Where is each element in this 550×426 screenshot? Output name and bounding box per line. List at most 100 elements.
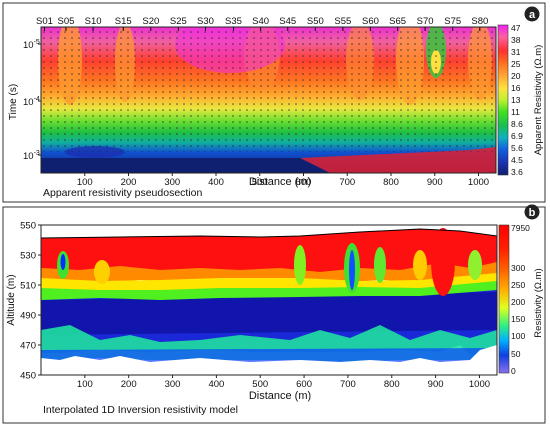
station-label: S05	[57, 16, 74, 27]
x-tick-label-b: 1000	[469, 379, 490, 390]
station-label: S30	[197, 16, 214, 27]
panel-letter-b: b	[529, 207, 536, 219]
colorbar-ticks-a: 47 38 31 25 20 16 13 11 8.6 6.9 5.6 4.5 3.6	[511, 23, 523, 177]
x-tick-label-b: 600	[296, 379, 312, 390]
dark-basement	[41, 158, 330, 173]
x-tick-label-a: 500	[252, 177, 268, 188]
x-tick-label-b: 300	[165, 379, 181, 390]
x-tick-label-b: 200	[121, 379, 137, 390]
x-tick-label-a: 1000	[468, 177, 489, 188]
y-tick-label-b: 510	[20, 281, 36, 292]
x-ticks-a: 100 200 300 400 500 600 700 800 900 1000	[77, 173, 489, 188]
x-tick-label-a: 600	[296, 177, 312, 188]
station-label: S70	[417, 16, 434, 27]
colorbar-tick-b: 200	[511, 297, 525, 307]
x-axis-label-a: Distance (m)	[249, 176, 311, 188]
green-intrusion	[374, 247, 386, 283]
x-tick-label-b: 800	[384, 379, 400, 390]
plot-frame-a	[40, 26, 497, 174]
colorbar-tick-a: 13	[511, 95, 521, 105]
y-tick-label-a: 10-5	[23, 39, 40, 51]
station-label: S50	[307, 16, 324, 27]
sampling-dots	[41, 27, 496, 152]
y-tick-label-b: 470	[20, 341, 36, 352]
station-labels: S01 S05 S10 S15 S20 S25 S30 S35 S40 S45 S50 S55 S60 S…	[36, 16, 488, 27]
x-tick-label-a: 700	[339, 177, 355, 188]
red-intrusion	[431, 228, 455, 296]
yellow-band	[41, 273, 497, 292]
y-axis-label-b: Altitude (m)	[6, 274, 17, 325]
plot-area-a	[41, 27, 496, 173]
panel-caption-b: Interpolated 1D Inversion resistivity mo…	[43, 404, 238, 416]
y-tick-label-b: 490	[20, 311, 36, 322]
x-tick-label-b: 500	[252, 379, 268, 390]
station-label: S80	[471, 16, 488, 27]
y-ticks-b: 450 470 490 510 530 550	[20, 221, 41, 382]
station-label: S55	[334, 16, 351, 27]
station-label: S15	[115, 16, 132, 27]
green-intrusion	[413, 250, 427, 280]
x-tick-label-b: 900	[428, 379, 444, 390]
green-band	[41, 281, 497, 300]
y-tick-label-b: 450	[20, 371, 36, 382]
colorbar-tick-a: 6.9	[511, 131, 523, 141]
green-intrusion	[468, 250, 482, 280]
plot-frame-b	[40, 224, 498, 376]
x-tick-label-b: 700	[340, 379, 356, 390]
colorbar-tick-b: 150	[511, 314, 525, 324]
station-label: S20	[142, 16, 159, 27]
colorbar-tick-a: 4.5	[511, 155, 523, 165]
colorbar-tick-a: 38	[511, 35, 521, 45]
colorbar-tick-b: 7950	[511, 223, 530, 233]
colorbar-ticks-b: 7950 300 250 200 150 100 50 0	[511, 223, 530, 376]
topography-line	[41, 228, 497, 239]
colorbar-tick-a: 5.6	[511, 143, 523, 153]
y-axis-label-a: Time (s)	[8, 84, 19, 120]
colorbar-label-b: Resistivity (Ω.m)	[533, 268, 544, 337]
x-tick-label-a: 200	[121, 177, 137, 188]
x-ticks-b: 100 200 300 400 500 600 700 800 900 1000	[77, 375, 490, 390]
lower-blue-band	[41, 348, 497, 362]
panel-border	[2, 2, 546, 203]
no-data-area	[41, 345, 497, 375]
colorbar-tick-b: 250	[511, 280, 525, 290]
red-wedge	[300, 147, 496, 173]
colorbar-tick-b: 50	[511, 349, 521, 359]
colorbar-tick-a: 3.6	[511, 167, 523, 177]
station-label: S10	[85, 16, 102, 27]
station-label: S25	[170, 16, 187, 27]
x-axis-label-b: Distance (m)	[249, 390, 311, 402]
colorbar-tick-a: 8.6	[511, 119, 523, 129]
plot-area-b	[41, 225, 497, 375]
panel-border	[2, 206, 546, 424]
x-tick-label-a: 300	[164, 177, 180, 188]
station-markers	[44, 27, 481, 31]
x-tick-label-a: 900	[427, 177, 443, 188]
y-tick-label-a: 10-3	[23, 150, 40, 162]
dark-blue-layer	[41, 292, 497, 335]
colorbar-b	[498, 224, 510, 374]
station-label: S40	[252, 16, 269, 27]
x-tick-label-b: 100	[77, 379, 93, 390]
colorbar-tick-a: 11	[511, 107, 520, 117]
y-tick-label-b: 550	[20, 221, 36, 232]
y-tick-label-a: 10-4	[23, 96, 40, 108]
colorbar-tick-b: 300	[511, 263, 525, 273]
x-tick-label-a: 100	[77, 177, 93, 188]
colorbar-tick-a: 25	[511, 59, 521, 69]
y-tick-label-b: 530	[20, 251, 36, 262]
colorbar-a	[497, 24, 509, 176]
station-label: S75	[444, 16, 461, 27]
colorbar-label-a: Apparent Resistivity (Ω.m)	[533, 45, 544, 156]
colorbar-tick-a: 16	[511, 83, 521, 93]
station-label: S60	[362, 16, 379, 27]
colorbar-tick-b: 100	[511, 331, 525, 341]
colorbar-tick-b: 0	[511, 366, 516, 376]
x-tick-label-a: 800	[383, 177, 399, 188]
panel-badge-b	[524, 204, 540, 220]
colorbar-tick-a: 47	[511, 23, 521, 33]
blue-intrusion	[60, 254, 66, 270]
station-label: S01	[36, 16, 53, 27]
colorbar-tick-a: 31	[511, 47, 521, 57]
